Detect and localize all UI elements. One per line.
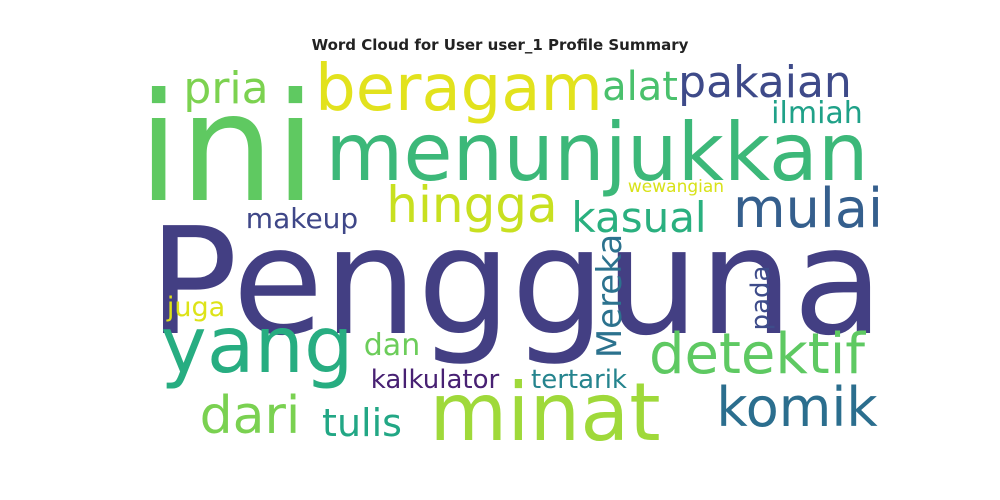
word-pakaian: pakaian <box>678 57 852 108</box>
word-wewangian: wewangian <box>628 177 724 197</box>
word-detektif: detektif <box>649 322 866 387</box>
word-beragam: beragam <box>315 52 603 126</box>
word-ini: ini <box>138 62 316 236</box>
chart-title: Word Cloud for User user_1 Profile Summa… <box>311 36 689 54</box>
word-mereka: Mereka <box>590 234 630 358</box>
word-tulis: tulis <box>322 401 402 445</box>
word-kasual: kasual <box>571 193 706 242</box>
word-pada: pada <box>746 266 776 331</box>
word-tertarik: tertarik <box>531 365 627 395</box>
word-pengguna: Pengguna <box>148 196 883 368</box>
word-dari: dari <box>200 386 301 446</box>
word-kalkulator: kalkulator <box>371 365 500 395</box>
word-ilmiah: ilmiah <box>771 96 863 131</box>
word-minat: minat <box>429 366 660 459</box>
word-hingga: hingga <box>386 176 557 234</box>
word-komik: komik <box>716 376 878 439</box>
word-dan: dan <box>364 328 420 363</box>
word-menunjukkan: menunjukkan <box>325 106 868 199</box>
word-juga: juga <box>166 292 225 323</box>
word-makeup: makeup <box>246 202 358 235</box>
word-alat: alat <box>602 64 678 110</box>
word-pria: pria <box>183 63 268 114</box>
word-yang: yang <box>161 301 354 391</box>
word-mulai: mulai <box>733 177 883 240</box>
